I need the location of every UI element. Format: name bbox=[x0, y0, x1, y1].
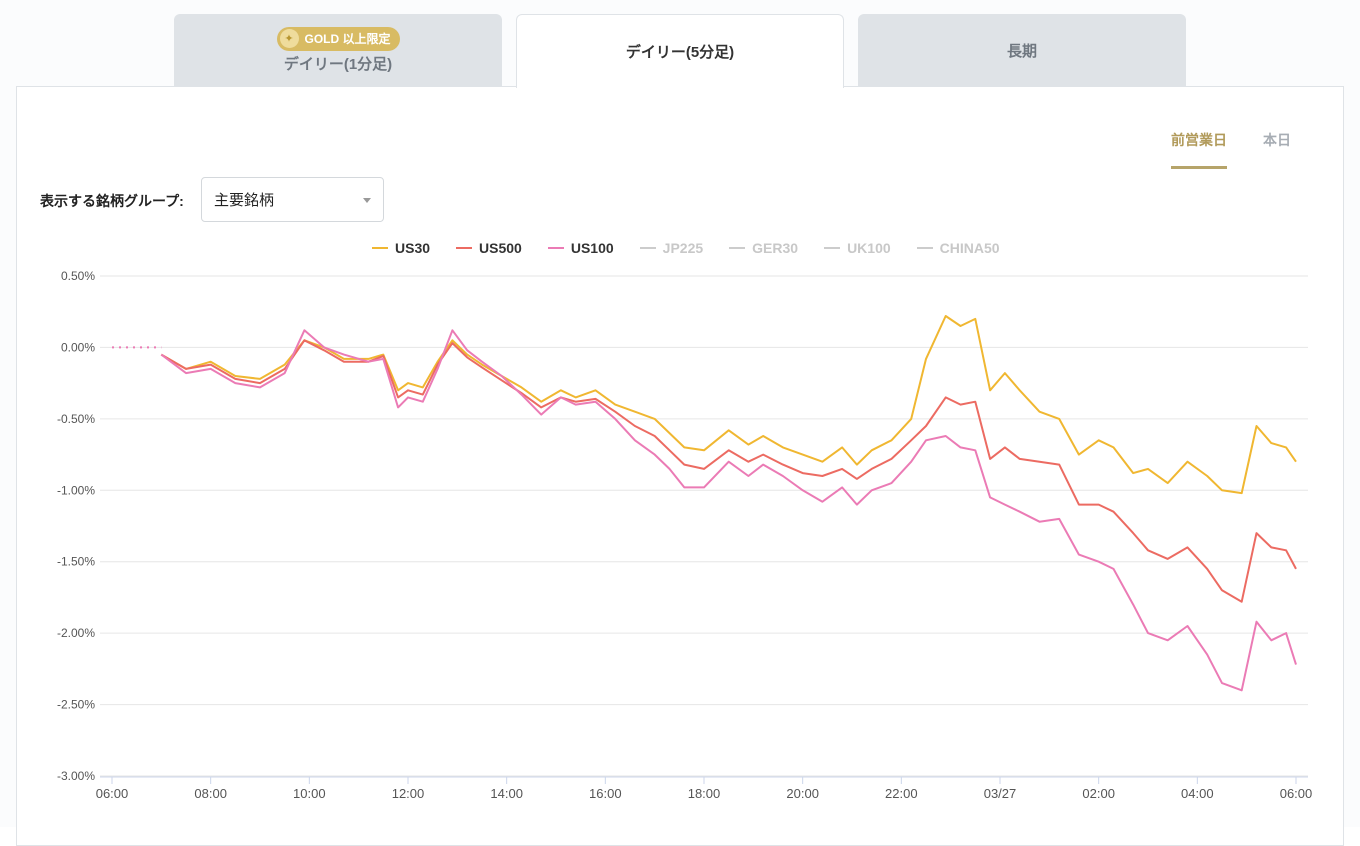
x-tick-label: 20:00 bbox=[786, 786, 819, 801]
period-tab-today[interactable]: 本日 bbox=[1263, 132, 1291, 148]
legend-label: US30 bbox=[395, 240, 431, 256]
legend-label: US500 bbox=[479, 240, 522, 256]
legend-swatch bbox=[729, 247, 746, 249]
line-chart: 0.50% 0.00% -0.50% -1.00% -1.50% -2.00% -2.50%… bbox=[57, 269, 1313, 801]
legend-label: GER30 bbox=[752, 240, 799, 256]
x-tick-label: 12:00 bbox=[392, 786, 425, 801]
legend-swatch bbox=[372, 247, 388, 249]
legend-item-china50[interactable]: CHINA50 bbox=[916, 240, 1000, 256]
x-tick-label: 03/27 bbox=[984, 786, 1017, 801]
y-tick-label: 0.50% bbox=[61, 269, 95, 283]
group-select-value: 主要銘柄 bbox=[214, 192, 275, 209]
legend-swatch bbox=[456, 247, 473, 249]
tab-daily-1min-label: デイリー(1分足) bbox=[283, 55, 393, 73]
legend-item-us100[interactable]: US100 bbox=[547, 240, 614, 256]
period-tab-previous-day[interactable]: 前営業日 bbox=[1171, 130, 1227, 169]
y-tick-label: 0.00% bbox=[61, 340, 95, 354]
x-tick-label: 02:00 bbox=[1082, 786, 1115, 801]
x-tick-label: 10:00 bbox=[293, 786, 326, 801]
y-tick-label: -1.50% bbox=[57, 555, 95, 569]
y-tick-label: -2.50% bbox=[57, 698, 95, 712]
series-line-us500 bbox=[160, 339, 1297, 603]
tab-long-term-label: 長期 bbox=[1006, 42, 1037, 60]
x-tick-label: 22:00 bbox=[885, 786, 918, 801]
x-tick-label: 08:00 bbox=[194, 786, 227, 801]
group-selector-label: 表示する銘柄グループ: bbox=[40, 193, 184, 209]
x-tick-label: 04:00 bbox=[1181, 786, 1214, 801]
y-tick-label: -0.50% bbox=[57, 412, 95, 426]
series-line-us30 bbox=[160, 315, 1297, 495]
tab-daily-5min[interactable]: デイリー(5分足) bbox=[516, 14, 844, 88]
series-line-us100 bbox=[160, 329, 1297, 692]
y-tick-label: -3.00% bbox=[57, 769, 95, 783]
gold-badge-label: GOLD 以上限定 bbox=[304, 32, 391, 46]
x-tick-label: 14:00 bbox=[490, 786, 523, 801]
x-tick-label: 16:00 bbox=[589, 786, 622, 801]
legend-item-uk100[interactable]: UK100 bbox=[824, 240, 891, 256]
gold-medal-icon: ✦ bbox=[279, 29, 299, 48]
legend-label: JP225 bbox=[662, 240, 704, 256]
tab-daily-1min[interactable]: ✦ GOLD 以上限定 デイリー(1分足) bbox=[174, 14, 502, 86]
legend-item-us30[interactable]: US30 bbox=[372, 240, 430, 256]
chart-legend: US30 US500 US100 JP225 GER30 UK100 CHINA50 bbox=[372, 240, 1026, 256]
legend-label: UK100 bbox=[847, 240, 891, 256]
legend-label: US100 bbox=[570, 240, 614, 256]
group-select-dropdown[interactable]: 主要銘柄 bbox=[201, 177, 384, 222]
tab-daily-5min-label: デイリー(5分足) bbox=[625, 44, 735, 61]
legend-item-jp225[interactable]: JP225 bbox=[639, 240, 704, 256]
legend-swatch bbox=[639, 247, 656, 249]
legend-item-us500[interactable]: US500 bbox=[456, 240, 522, 256]
x-tick-label: 18:00 bbox=[688, 786, 721, 801]
x-tick-label: 06:00 bbox=[1280, 786, 1313, 801]
x-tick-label: 06:00 bbox=[96, 786, 129, 801]
chevron-down-icon bbox=[363, 198, 371, 203]
tab-long-term[interactable]: 長期 bbox=[858, 14, 1186, 86]
legend-item-ger30[interactable]: GER30 bbox=[729, 240, 798, 256]
y-tick-label: -1.00% bbox=[57, 483, 95, 497]
legend-swatch bbox=[824, 247, 841, 249]
gold-only-badge: ✦ GOLD 以上限定 bbox=[276, 26, 400, 51]
y-tick-label: -2.00% bbox=[57, 626, 95, 640]
legend-swatch bbox=[547, 247, 564, 249]
legend-label: CHINA50 bbox=[939, 240, 1000, 256]
legend-swatch bbox=[916, 247, 933, 249]
